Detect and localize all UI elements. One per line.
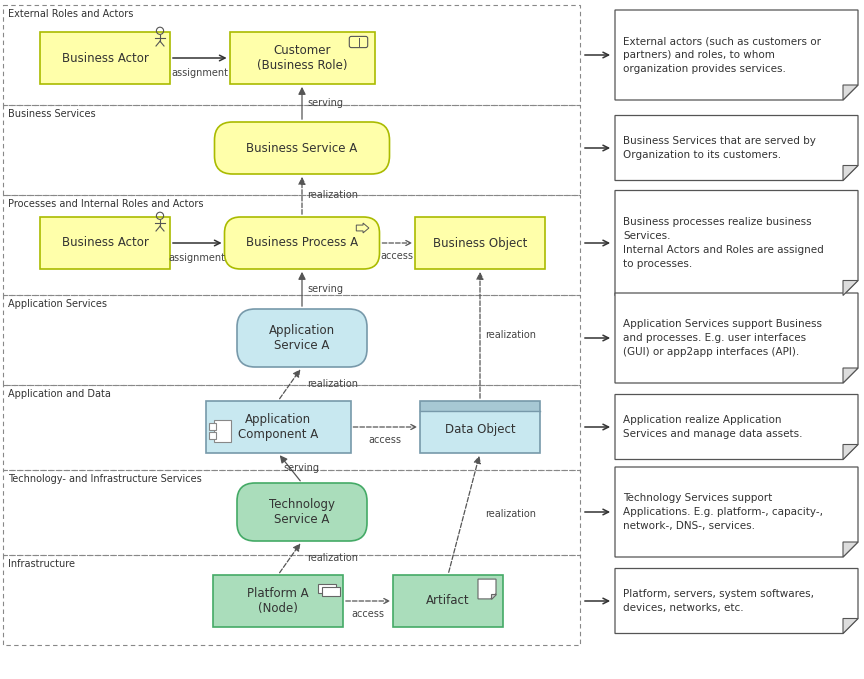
Polygon shape [843, 542, 858, 557]
FancyBboxPatch shape [214, 122, 390, 174]
Text: Technology- and Infrastructure Services: Technology- and Infrastructure Services [8, 474, 202, 484]
Text: Customer
(Business Role): Customer (Business Role) [257, 44, 347, 72]
Text: Application and Data: Application and Data [8, 389, 111, 399]
Bar [321, 587, 340, 596]
Text: Application realize Application
Services and manage data assets.: Application realize Application Services… [623, 415, 803, 439]
Polygon shape [843, 445, 858, 460]
Text: Platform A
(Node): Platform A (Node) [247, 587, 308, 615]
Bar [209, 424, 216, 430]
Polygon shape [615, 10, 858, 100]
Text: realization: realization [307, 379, 358, 389]
Polygon shape [615, 568, 858, 634]
Text: Business Process A: Business Process A [246, 236, 358, 249]
Polygon shape [843, 166, 858, 181]
Polygon shape [843, 85, 858, 100]
Text: Technology
Service A: Technology Service A [269, 498, 335, 526]
Text: realization: realization [485, 330, 536, 340]
Text: Data Object: Data Object [445, 424, 515, 437]
Bar [40, 32, 170, 84]
Text: Business Actor: Business Actor [61, 52, 149, 65]
Text: Business Actor: Business Actor [61, 236, 149, 249]
Text: Application Services: Application Services [8, 299, 107, 309]
Polygon shape [491, 593, 496, 599]
Text: realization: realization [307, 553, 358, 563]
Text: serving: serving [283, 463, 319, 473]
Text: Business Services that are served by
Organization to its customers.: Business Services that are served by Org… [623, 136, 816, 160]
Text: Artifact: Artifact [426, 595, 470, 608]
Polygon shape [615, 115, 858, 181]
Text: assignment: assignment [171, 68, 228, 78]
Polygon shape [615, 467, 858, 557]
Text: serving: serving [307, 98, 343, 108]
Bar [3, 470, 580, 555]
Bar [3, 5, 580, 105]
Bar [209, 433, 216, 439]
Polygon shape [843, 619, 858, 634]
Text: access: access [381, 251, 414, 261]
FancyBboxPatch shape [237, 309, 367, 367]
Polygon shape [615, 293, 858, 383]
Bar [420, 401, 540, 453]
Bar [420, 401, 540, 411]
Polygon shape [843, 368, 858, 383]
Bar [40, 217, 170, 269]
Text: Business Services: Business Services [8, 109, 96, 119]
Bar [415, 217, 545, 269]
Text: Technology Services support
Applications. E.g. platform-, capacity-,
network-, D: Technology Services support Applications… [623, 493, 823, 531]
Text: Application Services support Business
and processes. E.g. user interfaces
(GUI) : Application Services support Business an… [623, 319, 822, 357]
FancyBboxPatch shape [225, 217, 379, 269]
Text: External Roles and Actors: External Roles and Actors [8, 9, 133, 19]
Text: Infrastructure: Infrastructure [8, 559, 75, 569]
Bar [230, 32, 374, 84]
Bar [213, 575, 343, 627]
Text: Application
Component A: Application Component A [238, 413, 318, 441]
Bar [3, 555, 580, 645]
Text: realization: realization [485, 509, 536, 519]
Text: Business processes realize business
Services.
Internal Actors and Roles are assi: Business processes realize business Serv… [623, 217, 823, 269]
Polygon shape [615, 394, 858, 460]
Text: access: access [369, 435, 402, 445]
Bar [206, 401, 351, 453]
Bar [393, 575, 503, 627]
Text: Business Object: Business Object [433, 236, 527, 249]
Polygon shape [615, 191, 858, 295]
Text: Application
Service A: Application Service A [269, 324, 335, 352]
Bar [3, 385, 580, 470]
Bar [3, 105, 580, 195]
Text: serving: serving [307, 284, 343, 294]
Bar [213, 420, 231, 442]
Bar [3, 195, 580, 295]
Bar [318, 583, 336, 593]
Text: access: access [352, 609, 384, 619]
Text: realization: realization [307, 191, 358, 200]
FancyBboxPatch shape [237, 483, 367, 541]
Bar [3, 295, 580, 385]
Text: Processes and Internal Roles and Actors: Processes and Internal Roles and Actors [8, 199, 204, 209]
Text: Business Service A: Business Service A [246, 141, 358, 155]
Text: Platform, servers, system softwares,
devices, networks, etc.: Platform, servers, system softwares, dev… [623, 589, 814, 613]
Text: assignment: assignment [168, 253, 226, 263]
Text: External actors (such as customers or
partners) and roles, to whom
organization : External actors (such as customers or pa… [623, 36, 821, 74]
Polygon shape [843, 280, 858, 295]
Polygon shape [478, 579, 496, 599]
